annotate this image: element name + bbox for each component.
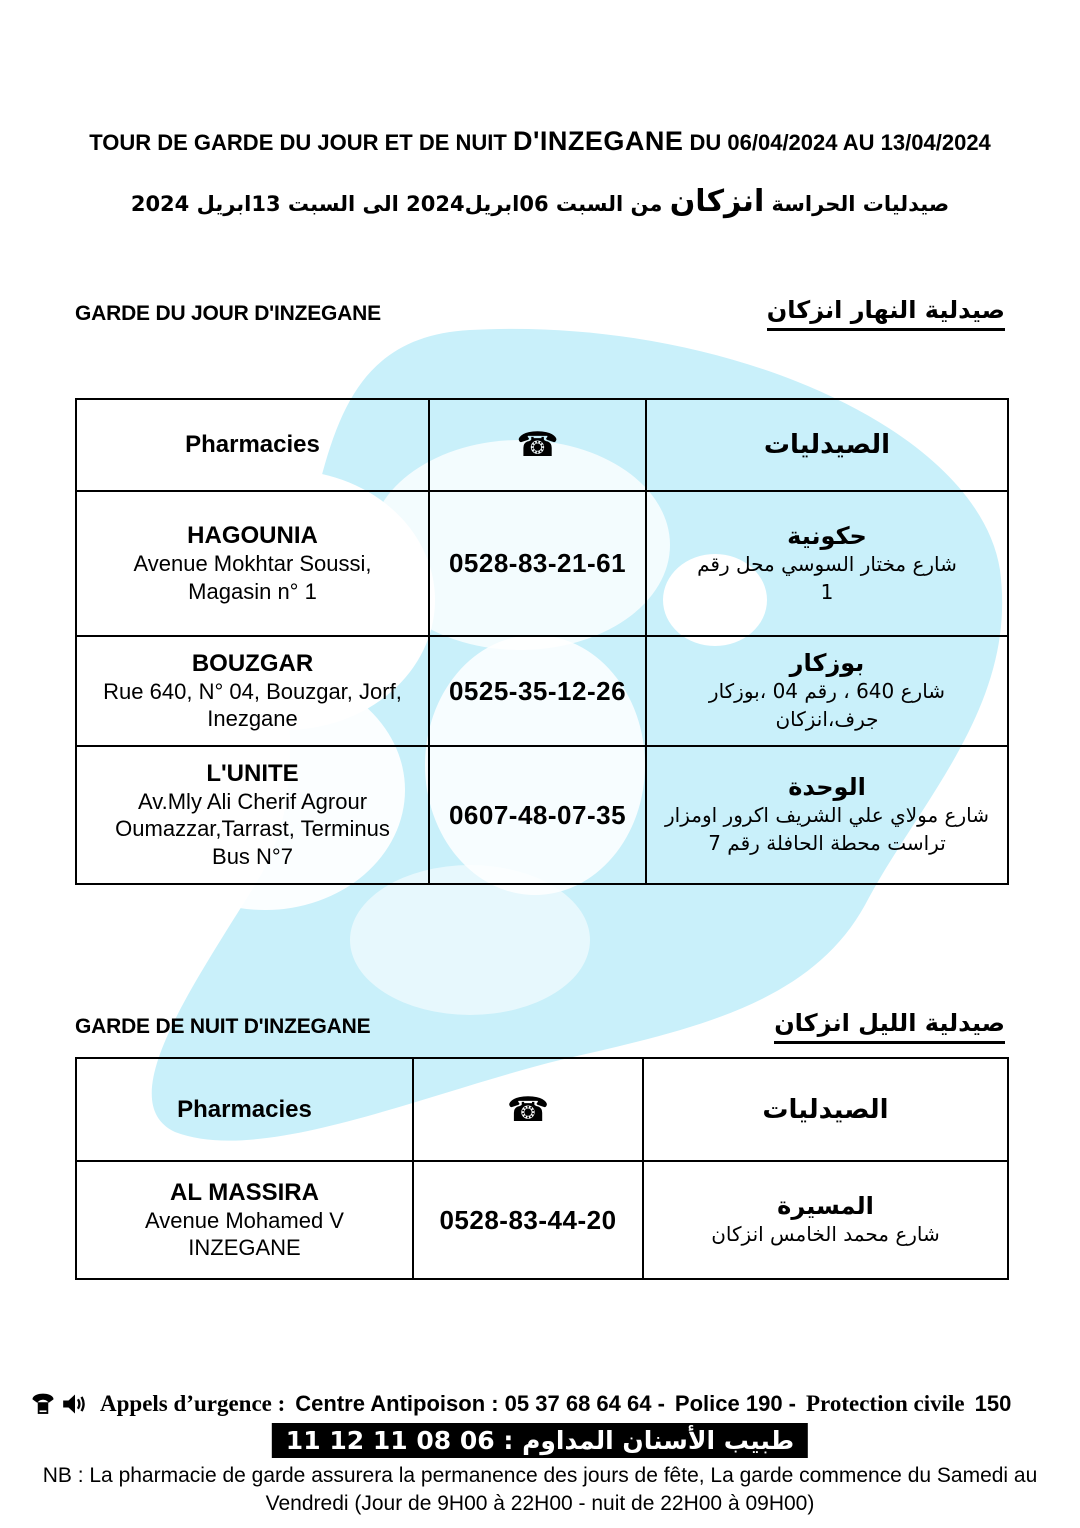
pharmacy-cell-ar: بوزكار شارع 640 ، رقم 04 ،بوزكار جرف،انز… xyxy=(645,635,1009,747)
night-pharmacies-table: Pharmacies ☎ الصيدليات AL MASSIRA Avenue… xyxy=(75,1057,1009,1280)
pharmacy-address-line: Av.Mly Ali Cherif Agrour xyxy=(137,788,368,814)
table-row: BOUZGAR Rue 640, N° 04, Bouzgar, Jorf, I… xyxy=(75,635,1009,747)
day-section-heading: GARDE DU JOUR D'INZEGANE صيدلية النهار ا… xyxy=(75,296,1005,331)
night-heading-fr: GARDE DE NUIT D'INZEGANE xyxy=(75,1015,371,1038)
dentist-on-duty-bar: طبيب الأسنان المداوم : 06 08 11 12 11 xyxy=(271,1423,809,1458)
pharmacy-cell-ar: المسيرة شارع محمد الخامس انزكان xyxy=(642,1160,1009,1280)
police-text: Police 190 - xyxy=(674,1391,796,1416)
column-header-pharmacies-ar: الصيدليات xyxy=(642,1057,1009,1162)
pharmacy-name-ar: الوحدة xyxy=(788,773,866,801)
night-section-heading: GARDE DE NUIT D'INZEGANE صيدلية الليل ان… xyxy=(75,1009,1005,1044)
pharmacy-address-ar-line: شارع مختار السوسي محل رقم xyxy=(697,551,957,576)
column-header-pharmacies: Pharmacies xyxy=(75,1057,414,1162)
speaker-icon xyxy=(63,1394,85,1414)
table-header-row: Pharmacies ☎ الصيدليات xyxy=(75,398,1009,492)
table-row: L'UNITE Av.Mly Ali Cherif Agrour Oumazza… xyxy=(75,745,1009,885)
table-row: HAGOUNIA Avenue Mokhtar Soussi, Magasin … xyxy=(75,490,1009,637)
pharmacy-phone: 0528-83-21-61 xyxy=(428,490,647,637)
pharmacy-phone: 0525-35-12-26 xyxy=(428,635,647,747)
pharmacy-address-line: Bus N°7 xyxy=(212,843,293,869)
pharmacy-address-line: Oumazzar,Tarrast, Terminus xyxy=(115,816,390,842)
nb-line-1: NB : La pharmacie de garde assurera la p… xyxy=(42,1464,1038,1487)
pharmacy-name-ar: حكونية xyxy=(787,521,867,550)
pharmacy-name-ar: بوزكار xyxy=(789,649,865,677)
title-prefix: TOUR DE GARDE DU JOUR ET DE NUIT xyxy=(89,130,513,155)
phone-icon: ☎ xyxy=(412,1057,644,1162)
pharmacy-cell-ar: حكونية شارع مختار السوسي محل رقم 1 xyxy=(645,490,1009,637)
emergency-footer: Appels d’urgence : Centre Antipoison : 0… xyxy=(28,1390,1060,1418)
pharmacy-phone: 0607-48-07-35 xyxy=(428,745,647,885)
pharmacy-address-line: Rue 640, N° 04, Bouzgar, Jorf, xyxy=(103,678,402,704)
table-header-row: Pharmacies ☎ الصيدليات xyxy=(75,1057,1009,1162)
title-dates: DU 06/04/2024 AU 13/04/2024 xyxy=(683,130,991,155)
day-heading-ar: صيدلية النهار انزكان xyxy=(766,296,1005,331)
table-row: AL MASSIRA Avenue Mohamed V INZEGANE 052… xyxy=(75,1160,1009,1280)
pharmacy-address-ar-line: شارع محمد الخامس انزكان xyxy=(711,1222,940,1246)
pharmacy-name: BOUZGAR xyxy=(191,649,314,677)
pharmacy-cell: L'UNITE Av.Mly Ali Cherif Agrour Oumazza… xyxy=(75,745,430,885)
subtitle-prefix: صيدليات الحراسة xyxy=(764,192,950,216)
subtitle-dates: من السبت 06ابريل2024 الى السبت 13ابريل 2… xyxy=(130,192,670,216)
pharmacy-address-ar-line: 1 xyxy=(820,579,834,604)
pharmacy-name: L'UNITE xyxy=(206,759,299,787)
centre-antipoison-text: Centre Antipoison : 05 37 68 64 64 - xyxy=(295,1391,665,1416)
emergency-label: Appels d’urgence : xyxy=(100,1391,286,1416)
telephone-icon xyxy=(32,1393,54,1414)
pharmacy-address-ar-line: تراست محطة الحافلة رقم 7 xyxy=(708,831,946,855)
nb-note: NB : La pharmacie de garde assurera la p… xyxy=(0,1462,1080,1519)
page-subtitle-arabic: صيدليات الحراسة انزكان من السبت 06ابريل2… xyxy=(0,184,1080,219)
pharmacy-address-line: Inezgane xyxy=(207,706,298,731)
pharmacy-address-ar-line: شارع مولاي علي الشريف اكرور اومزار xyxy=(665,803,989,827)
pharmacy-address-line: Avenue Mokhtar Soussi, xyxy=(133,551,372,576)
protection-civile-text: Protection civile xyxy=(806,1391,965,1416)
pharmacy-address-line: Magasin n° 1 xyxy=(188,578,317,604)
title-city: D'INZEGANE xyxy=(512,126,684,156)
pharmacy-cell: BOUZGAR Rue 640, N° 04, Bouzgar, Jorf, I… xyxy=(75,635,430,747)
page-title: TOUR DE GARDE DU JOUR ET DE NUIT D'INZEG… xyxy=(0,126,1080,157)
column-header-pharmacies-ar: الصيدليات xyxy=(645,398,1009,492)
pharmacy-phone: 0528-83-44-20 xyxy=(412,1160,644,1280)
protection-civile-number: 150 xyxy=(974,1391,1012,1416)
pharmacy-cell-ar: الوحدة شارع مولاي علي الشريف اكرور اومزا… xyxy=(645,745,1009,885)
pharmacy-name: AL MASSIRA xyxy=(170,1178,319,1206)
night-heading-ar: صيدلية الليل انزكان xyxy=(774,1009,1005,1044)
day-heading-fr: GARDE DU JOUR D'INZEGANE xyxy=(75,302,381,325)
pharmacy-address-ar-line: شارع 640 ، رقم 04 ،بوزكار xyxy=(708,679,946,703)
pharmacy-cell: HAGOUNIA Avenue Mokhtar Soussi, Magasin … xyxy=(75,490,430,637)
phone-icon: ☎ xyxy=(428,398,647,492)
pharmacy-name-ar: المسيرة xyxy=(777,1192,874,1220)
pharmacy-address-line: Avenue Mohamed V xyxy=(145,1207,344,1233)
pharmacy-address-line: INZEGANE xyxy=(188,1235,301,1260)
nb-line-2: Vendredi (Jour de 9H00 à 22H00 - nuit de… xyxy=(265,1492,815,1516)
pharmacy-cell: AL MASSIRA Avenue Mohamed V INZEGANE xyxy=(75,1160,414,1280)
column-header-pharmacies: Pharmacies xyxy=(75,398,430,492)
pharmacy-name: HAGOUNIA xyxy=(187,522,318,549)
subtitle-city: انزكان xyxy=(669,184,765,219)
day-pharmacies-table: Pharmacies ☎ الصيدليات HAGOUNIA Avenue M… xyxy=(75,398,1009,885)
pharmacy-address-ar-line: جرف،انزكان xyxy=(775,707,879,731)
